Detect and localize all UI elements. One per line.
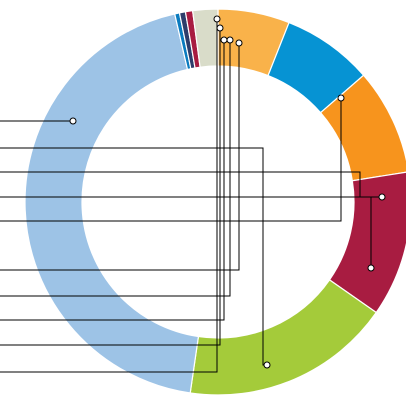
leader-line (0, 98, 342, 222)
leader-dot (263, 361, 271, 369)
leader-dot (69, 117, 77, 125)
leader-line (0, 40, 231, 297)
leader-dot (378, 193, 386, 201)
donut-slice (319, 74, 406, 182)
leader-dot (226, 36, 234, 44)
donut-slice (24, 13, 200, 394)
leader-dot (213, 15, 221, 23)
leader-dot (367, 264, 375, 272)
donut-slice (191, 8, 219, 68)
leader-dot (235, 39, 243, 47)
leader-line (0, 40, 225, 321)
leader-line (0, 196, 372, 268)
leader-line (0, 43, 240, 271)
leader-dot (220, 36, 228, 44)
leader-line (0, 28, 221, 346)
leader-dot (216, 24, 224, 32)
donut-slice (189, 279, 378, 396)
leader-lines (0, 15, 386, 373)
donut-slices (24, 8, 406, 396)
leader-line (0, 19, 218, 373)
leader-dot (337, 94, 345, 102)
